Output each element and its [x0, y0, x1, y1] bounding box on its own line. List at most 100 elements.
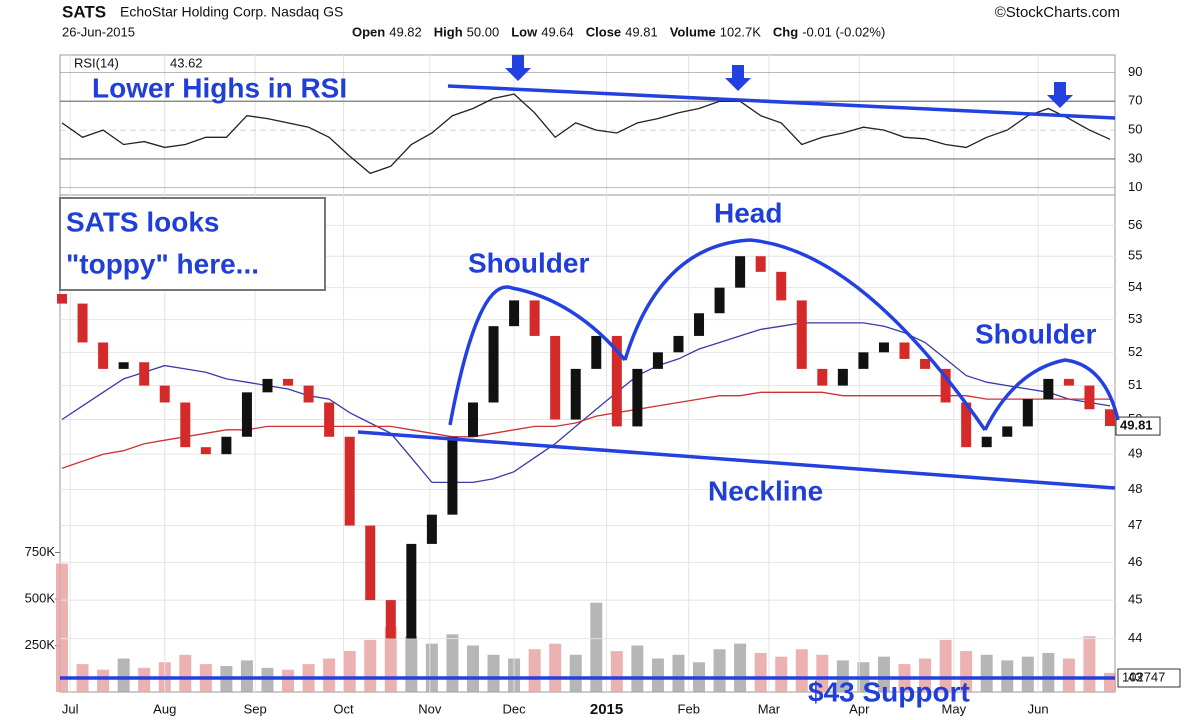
head-arc	[623, 238, 987, 431]
y-tick-label: 51	[1128, 377, 1142, 392]
candle	[652, 352, 663, 369]
candle	[1084, 385, 1095, 410]
candle	[673, 335, 684, 353]
quote-value: 49.81	[625, 24, 658, 39]
y-tick-label: 10	[1128, 179, 1142, 194]
volume-bar	[754, 652, 767, 692]
volume-bar	[610, 651, 623, 692]
rsi-line	[61, 93, 1111, 175]
candle	[139, 362, 150, 386]
candle	[447, 436, 458, 515]
candle	[324, 402, 335, 437]
candle	[920, 358, 931, 369]
company-name: EchoStar Holding Corp. Nasdaq GS	[120, 4, 343, 20]
candle	[1063, 378, 1074, 386]
volume-bar	[734, 643, 747, 692]
volume-bar	[282, 669, 295, 692]
quote: Open 49.82 High 50.00 Low 49.64 Close 49.81 Volu…	[352, 24, 885, 39]
y-tick-label: 43	[1128, 669, 1142, 684]
date: 26-Jun-2015	[62, 24, 135, 39]
quote-label: Close	[586, 24, 621, 39]
x-tick-label: Jul	[62, 701, 79, 716]
note-box	[59, 197, 326, 291]
y-tick-label: 50	[1128, 122, 1142, 137]
candle	[817, 368, 828, 386]
annotation: Head	[714, 197, 782, 228]
x-tick-label: 2015	[590, 701, 623, 718]
volume-bar	[405, 636, 418, 692]
volume-bar	[980, 654, 993, 692]
candle	[426, 514, 437, 544]
quote-value: 102.7K	[720, 24, 762, 39]
candle	[509, 300, 520, 327]
volume-bar	[960, 651, 973, 692]
x-tick-label: May	[942, 701, 967, 716]
arrow	[505, 55, 531, 81]
quote-label: Open	[352, 24, 385, 39]
y-tick-label: 250K	[25, 637, 56, 652]
candle	[488, 326, 499, 403]
candle	[57, 294, 67, 304]
y-tick-label: 750K	[25, 544, 56, 559]
candle	[200, 447, 211, 455]
candle	[365, 525, 376, 601]
rsi-last: 43.62	[170, 55, 203, 70]
y-tick-label: 47	[1128, 517, 1142, 532]
x-tick-label: Dec	[503, 701, 527, 716]
candle	[77, 303, 88, 343]
volume-bar	[590, 602, 603, 692]
volume-bar	[446, 634, 459, 692]
candle	[1043, 378, 1054, 400]
candle	[1105, 409, 1115, 427]
y-tick-label: 49	[1128, 446, 1142, 461]
candle	[899, 342, 910, 359]
candle	[262, 378, 273, 393]
moving-average	[61, 391, 1110, 469]
shoulder-arc	[983, 358, 1120, 431]
volume-bar	[651, 658, 664, 692]
y-tick-label: 45	[1128, 592, 1142, 607]
y-tick-label: 70	[1128, 93, 1142, 108]
annotation: $43 Support	[808, 676, 970, 707]
volume-bar	[179, 654, 192, 692]
candle	[591, 335, 602, 369]
symbol: SATS	[62, 2, 106, 21]
volume-bar	[1083, 636, 1096, 692]
y-tick-label: 56	[1128, 217, 1142, 232]
candle	[837, 368, 848, 386]
volume-bar	[631, 645, 644, 692]
candle	[961, 402, 972, 448]
rsi-trendline	[447, 84, 1116, 120]
volume-bar	[384, 626, 397, 692]
y-tick-label: 44	[1128, 630, 1142, 645]
volume-bar	[1104, 672, 1116, 692]
candle	[159, 385, 170, 403]
x-tick-label: Mar	[758, 701, 781, 716]
y-tick-label: 500K	[25, 590, 56, 605]
volume-bar	[343, 651, 356, 692]
volume-bar	[713, 649, 726, 692]
volume-bar	[569, 654, 582, 692]
source: ©StockCharts.com	[995, 4, 1120, 21]
annotation: Lower Highs in RSI	[92, 72, 347, 103]
x-tick-label: Oct	[333, 701, 354, 716]
quote-value: 49.64	[541, 24, 574, 39]
volume-bar	[261, 667, 274, 692]
x-tick-label: Jun	[1028, 701, 1049, 716]
candle	[776, 271, 787, 301]
volume-bar	[775, 656, 788, 692]
candle	[303, 385, 314, 403]
candle	[118, 362, 129, 369]
neckline	[357, 430, 1116, 490]
shoulder-arc	[448, 285, 627, 426]
volume-bar	[919, 658, 932, 692]
volume-bar	[56, 563, 68, 692]
candle	[878, 342, 889, 353]
volume-bar	[1021, 656, 1034, 692]
candle	[180, 402, 191, 448]
volume-bar	[97, 669, 110, 692]
volume-bar	[877, 656, 890, 692]
quote-label: High	[434, 24, 463, 39]
x-tick-label: Nov	[418, 701, 442, 716]
